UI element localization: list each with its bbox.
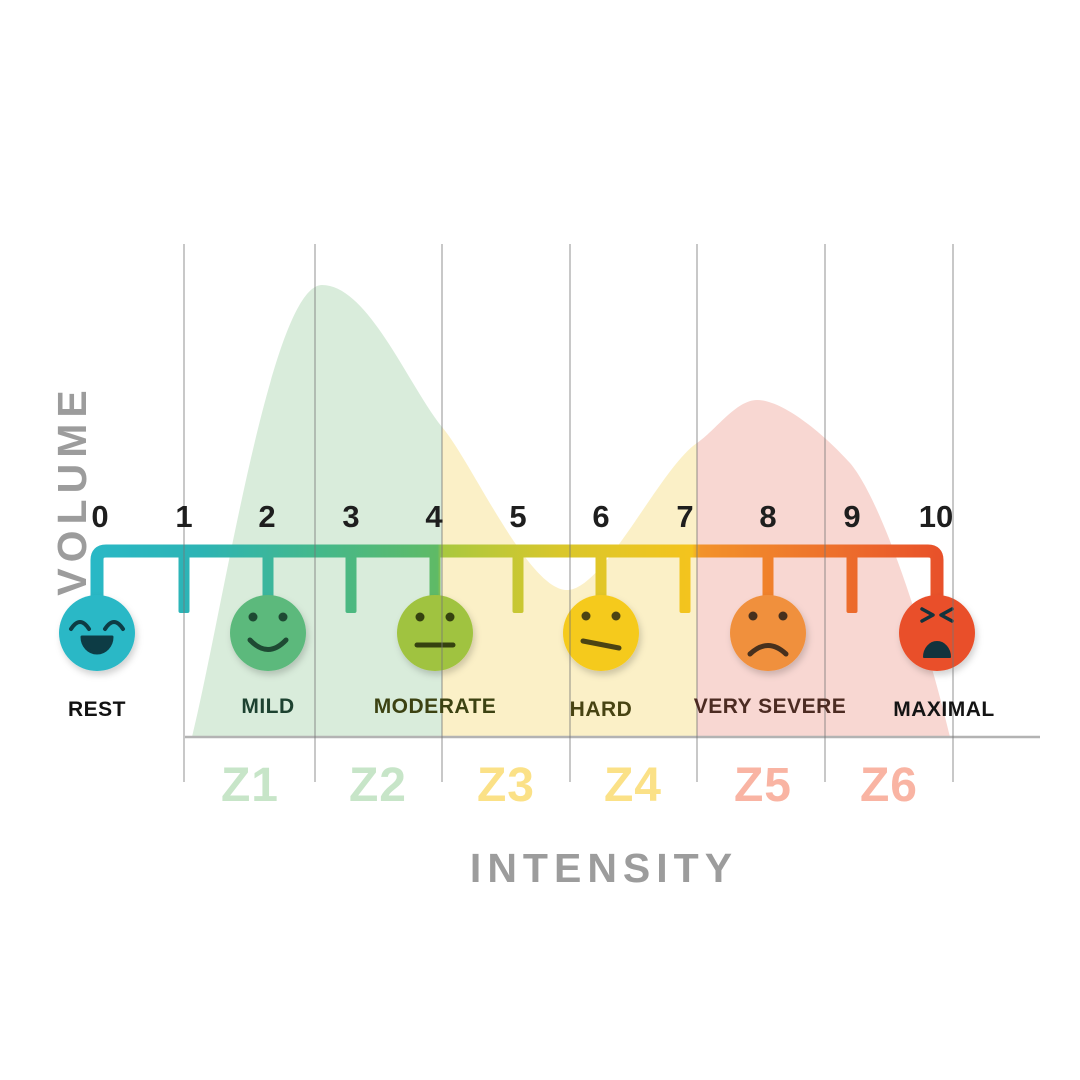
tick-5 [512,551,524,613]
zone-label-z6: Z6 [860,759,918,812]
tick-7 [679,551,691,613]
anguished-face-icon [899,595,975,671]
scale-number-5: 5 [509,499,526,534]
scale-number-10: 10 [919,499,953,534]
zone-labels: Z1 Z2 Z3 Z4 Z5 Z6 [221,759,918,812]
y-axis-label: VOLUME [49,384,95,595]
intensity-scale-line [90,544,944,613]
scale-number-3: 3 [342,499,359,534]
rest-face-features [69,620,125,655]
label-hard: HARD [570,698,633,721]
face-maximal [899,595,975,671]
face-moderate [397,595,473,671]
label-rest: REST [68,698,126,721]
x-axis-label: INTENSITY [470,845,738,891]
scale-numbers: 0 1 2 3 4 5 6 7 8 9 10 [91,499,953,534]
unsure-face-icon [563,595,639,671]
zone-label-z2: Z2 [349,759,407,812]
frowning-face-icon [730,595,806,671]
neutral-face-icon [397,595,473,671]
moderate-face-features [414,612,456,648]
smiling-face-icon [230,595,306,671]
scale-number-1: 1 [175,499,192,534]
tick-3 [345,551,357,613]
label-very-severe: VERY SEVERE [694,695,847,718]
scale-number-4: 4 [425,499,443,534]
zone-label-z3: Z3 [477,759,535,812]
tick-2 [262,551,274,603]
tick-6 [595,551,607,603]
tick-4 [429,551,441,603]
face-rest [59,595,135,671]
volume-area-zone34 [442,427,697,737]
hard-face-features [580,611,622,651]
scale-number-7: 7 [676,499,693,534]
scale-number-9: 9 [843,499,860,534]
face-hard [563,595,639,671]
label-mild: MILD [241,695,294,718]
label-maximal: MAXIMAL [893,698,995,721]
face-mild [230,595,306,671]
tick-8 [762,551,774,603]
scale-number-0: 0 [91,499,108,534]
zone-gridlines [183,244,954,782]
very-severe-face-features [747,611,789,657]
zone-label-z4: Z4 [604,759,662,812]
label-moderate: MODERATE [374,695,497,718]
mild-face-features [247,612,289,652]
tick-1 [178,551,190,613]
scale-number-6: 6 [592,499,609,534]
level-labels: REST MILD MODERATE HARD VERY SEVERE MAXI… [68,695,995,721]
face-very-severe [730,595,806,671]
tick-9 [846,551,858,613]
scale-number-8: 8 [759,499,776,534]
zone-label-z1: Z1 [221,759,279,812]
laughing-face-icon [59,595,135,671]
zone-label-z5: Z5 [734,759,792,812]
scale-number-2: 2 [258,499,275,534]
maximal-face-features [920,607,954,658]
